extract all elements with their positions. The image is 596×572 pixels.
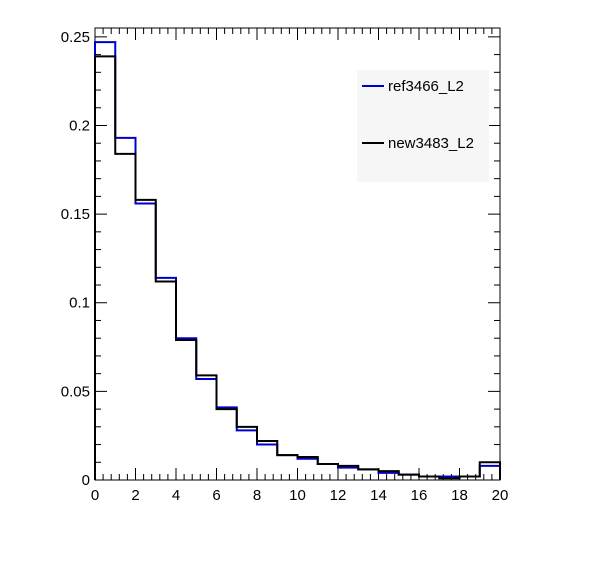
legend-label-ref: ref3466_L2 xyxy=(388,78,464,95)
y-tick-label: 0.2 xyxy=(69,117,90,134)
x-tick-label: 18 xyxy=(451,487,468,504)
x-tick-label: 10 xyxy=(289,487,306,504)
y-tick-label: 0 xyxy=(82,472,90,489)
y-tick-labels: 0 0.05 0.1 0.15 0.2 0.25 xyxy=(61,29,90,489)
x-tick-label: 12 xyxy=(330,487,347,504)
legend-background xyxy=(357,70,489,182)
x-tick-label: 2 xyxy=(131,487,139,504)
x-tick-labels: 0 2 4 6 8 10 12 14 16 18 20 xyxy=(91,487,509,504)
x-tick-label: 4 xyxy=(172,487,180,504)
x-tick-label: 0 xyxy=(91,487,99,504)
x-tick-label: 8 xyxy=(253,487,261,504)
y-tick-label: 0.05 xyxy=(61,383,90,400)
x-tick-label: 6 xyxy=(212,487,220,504)
x-tick-label: 14 xyxy=(370,487,387,504)
series-lines xyxy=(94,41,501,480)
legend-label-new: new3483_L2 xyxy=(388,135,474,152)
y-tick-label: 0.15 xyxy=(61,206,90,223)
x-tick-label: 20 xyxy=(492,487,509,504)
y-tick-label: 0.1 xyxy=(69,295,90,312)
series-line-1 xyxy=(94,55,501,480)
y-tick-label: 0.25 xyxy=(61,29,90,46)
x-tick-label: 16 xyxy=(411,487,428,504)
legend: ref3466_L2 new3483_L2 xyxy=(357,70,489,182)
